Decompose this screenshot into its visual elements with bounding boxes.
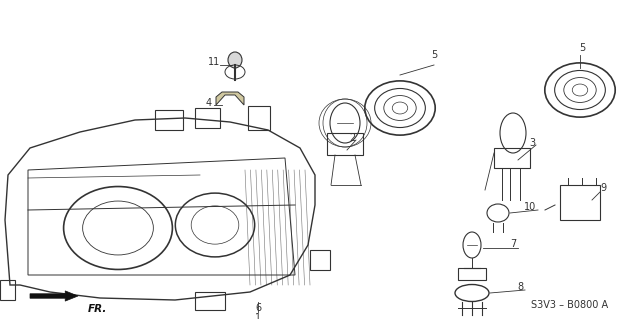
Text: S3V3 – B0800 A: S3V3 – B0800 A [531, 300, 609, 310]
Text: 5: 5 [579, 43, 585, 53]
Text: 1: 1 [255, 313, 261, 319]
Bar [155, 110, 183, 130]
Text: 6: 6 [255, 303, 261, 313]
Bar [310, 250, 330, 270]
Text: 4: 4 [206, 98, 212, 108]
Bar [458, 268, 486, 280]
Text: 9: 9 [600, 183, 606, 193]
Bar [0, 280, 15, 300]
Bar [560, 185, 600, 220]
Text: 2: 2 [349, 133, 355, 143]
Bar [248, 106, 270, 130]
Bar [195, 292, 225, 310]
Ellipse shape [228, 52, 242, 68]
Text: 3: 3 [529, 138, 535, 148]
Text: 10: 10 [524, 202, 536, 212]
Text: FR.: FR. [88, 304, 107, 314]
Polygon shape [30, 291, 78, 301]
Text: 5: 5 [431, 50, 437, 60]
Polygon shape [216, 92, 244, 105]
Bar [195, 108, 220, 128]
Text: 8: 8 [517, 282, 523, 292]
Text: 11: 11 [208, 57, 220, 67]
Text: 7: 7 [509, 239, 516, 249]
